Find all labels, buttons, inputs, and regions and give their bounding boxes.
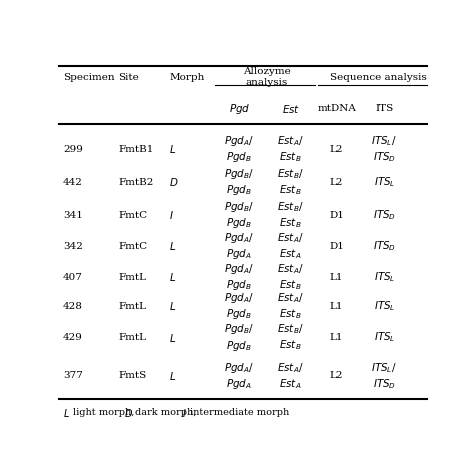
Text: $\mathit{ITS}_{L}$/: $\mathit{ITS}_{L}$/: [372, 134, 397, 148]
Text: FmtB2: FmtB2: [118, 178, 154, 187]
Text: $\mathit{I}$: $\mathit{I}$: [182, 407, 187, 419]
Text: 299: 299: [63, 145, 83, 154]
Text: L1: L1: [330, 302, 343, 311]
Text: $\mathit{Pgd}_{A}$: $\mathit{Pgd}_{A}$: [226, 247, 252, 261]
Text: Allozyme
analysis: Allozyme analysis: [243, 67, 291, 87]
Text: $\mathit{Est}_{A}$: $\mathit{Est}_{A}$: [280, 377, 302, 391]
Text: $\mathit{Pgd}_{A}$/: $\mathit{Pgd}_{A}$/: [224, 134, 255, 148]
Text: $\mathit{Est}_{B}$/: $\mathit{Est}_{B}$/: [277, 200, 304, 214]
Text: $\mathit{Est}_{B}$: $\mathit{Est}_{B}$: [279, 183, 302, 197]
Text: $\mathit{Pgd}_{B}$/: $\mathit{Pgd}_{B}$/: [224, 167, 255, 181]
Text: $\mathit{D}$: $\mathit{D}$: [124, 407, 133, 419]
Text: Site: Site: [118, 73, 139, 82]
Text: $\mathit{ITS}_{L}$: $\mathit{ITS}_{L}$: [374, 300, 395, 314]
Text: $\mathit{Est}_{B}$: $\mathit{Est}_{B}$: [279, 278, 302, 292]
Text: $\mathit{Pgd}_{B}$: $\mathit{Pgd}_{B}$: [226, 307, 252, 322]
Text: $\mathit{Est}_{A}$/: $\mathit{Est}_{A}$/: [277, 292, 304, 305]
Text: $\mathit{L}$: $\mathit{L}$: [169, 370, 177, 382]
Text: 341: 341: [63, 210, 83, 219]
Text: $\mathit{ITS}_{L}$: $\mathit{ITS}_{L}$: [374, 270, 395, 284]
Text: $\mathit{ITS}_{D}$: $\mathit{ITS}_{D}$: [373, 239, 396, 253]
Text: $\mathit{Pgd}_{B}$/: $\mathit{Pgd}_{B}$/: [224, 323, 255, 336]
Text: FmtC: FmtC: [118, 242, 147, 251]
Text: $\mathit{Pgd}_{B}$: $\mathit{Pgd}_{B}$: [226, 278, 252, 292]
Text: $\mathit{Est}$: $\mathit{Est}$: [282, 103, 300, 115]
Text: L2: L2: [330, 145, 343, 154]
Text: $\mathit{ITS}_{L}$: $\mathit{ITS}_{L}$: [374, 331, 395, 344]
Text: 428: 428: [63, 302, 83, 311]
Text: L2: L2: [330, 371, 343, 380]
Text: $\mathit{Pgd}$: $\mathit{Pgd}$: [228, 102, 250, 116]
Text: FmtL: FmtL: [118, 302, 146, 311]
Text: $\mathit{Est}_{B}$/: $\mathit{Est}_{B}$/: [277, 323, 304, 336]
Text: $\mathit{I}$: $\mathit{I}$: [169, 209, 174, 221]
Text: 407: 407: [63, 273, 83, 282]
Text: $\mathit{D}$: $\mathit{D}$: [169, 176, 179, 188]
Text: $\mathit{Pgd}_{A}$: $\mathit{Pgd}_{A}$: [226, 377, 252, 391]
Text: $\mathit{Est}_{A}$: $\mathit{Est}_{A}$: [280, 247, 302, 261]
Text: $\mathit{L}$: $\mathit{L}$: [169, 240, 177, 252]
Text: $\mathit{Pgd}_{B}$: $\mathit{Pgd}_{B}$: [226, 339, 252, 352]
Text: $\mathit{Pgd}_{B}$: $\mathit{Pgd}_{B}$: [226, 183, 252, 197]
Text: 342: 342: [63, 242, 83, 251]
Text: $\mathit{Pgd}_{B}$: $\mathit{Pgd}_{B}$: [226, 150, 252, 164]
Text: $\mathit{Est}_{B}$: $\mathit{Est}_{B}$: [279, 216, 302, 230]
Text: Sequence analysis: Sequence analysis: [329, 73, 426, 82]
Text: FmtB1: FmtB1: [118, 145, 154, 154]
Text: $\mathit{Est}_{A}$/: $\mathit{Est}_{A}$/: [277, 231, 304, 245]
Text: $\mathit{Pgd}_{A}$/: $\mathit{Pgd}_{A}$/: [224, 361, 255, 375]
Text: $\mathit{ITS}_{D}$: $\mathit{ITS}_{D}$: [373, 150, 396, 164]
Text: intermediate morph: intermediate morph: [190, 408, 289, 418]
Text: L2: L2: [330, 178, 343, 187]
Text: D1: D1: [329, 210, 344, 219]
Text: $\mathit{L}$: $\mathit{L}$: [169, 301, 177, 313]
Text: $\mathit{L}$: $\mathit{L}$: [169, 271, 177, 283]
Text: FmtS: FmtS: [118, 371, 146, 380]
Text: $\mathit{Pgd}_{A}$/: $\mathit{Pgd}_{A}$/: [224, 291, 255, 305]
Text: FmtL: FmtL: [118, 333, 146, 342]
Text: $\mathit{ITS}_{L}$: $\mathit{ITS}_{L}$: [374, 175, 395, 189]
Text: $\mathit{Pgd}_{A}$/: $\mathit{Pgd}_{A}$/: [224, 262, 255, 276]
Text: 442: 442: [63, 178, 83, 187]
Text: Morph: Morph: [169, 73, 205, 82]
Text: $\mathit{Est}_{A}$/: $\mathit{Est}_{A}$/: [277, 262, 304, 276]
Text: $\mathit{ITS}_{L}$/: $\mathit{ITS}_{L}$/: [372, 361, 397, 375]
Text: $\mathit{L}$: $\mathit{L}$: [169, 143, 177, 155]
Text: $\mathit{Est}_{A}$/: $\mathit{Est}_{A}$/: [277, 134, 304, 148]
Text: $\mathit{Est}_{A}$/: $\mathit{Est}_{A}$/: [277, 361, 304, 375]
Text: FmtC: FmtC: [118, 210, 147, 219]
Text: $\mathit{Est}_{B}$/: $\mathit{Est}_{B}$/: [277, 167, 304, 181]
Text: D1: D1: [329, 242, 344, 251]
Text: dark morph,: dark morph,: [135, 408, 199, 418]
Text: $\mathit{Pgd}_{B}$: $\mathit{Pgd}_{B}$: [226, 216, 252, 230]
Text: 429: 429: [63, 333, 83, 342]
Text: FmtL: FmtL: [118, 273, 146, 282]
Text: $\mathit{Est}_{B}$: $\mathit{Est}_{B}$: [279, 339, 302, 352]
Text: Specimen: Specimen: [63, 73, 115, 82]
Text: $\mathit{Pgd}_{B}$/: $\mathit{Pgd}_{B}$/: [224, 200, 255, 214]
Text: mtDNA: mtDNA: [317, 104, 356, 114]
Text: L1: L1: [330, 273, 343, 282]
Text: $\mathit{Est}_{B}$: $\mathit{Est}_{B}$: [279, 150, 302, 164]
Text: 377: 377: [63, 371, 83, 380]
Text: light morph,: light morph,: [73, 408, 138, 418]
Text: $\mathit{Pgd}_{A}$/: $\mathit{Pgd}_{A}$/: [224, 231, 255, 245]
Text: $\mathit{ITS}_{D}$: $\mathit{ITS}_{D}$: [373, 377, 396, 391]
Text: $\mathit{Est}_{B}$: $\mathit{Est}_{B}$: [279, 308, 302, 322]
Text: $\mathit{L}$: $\mathit{L}$: [169, 332, 177, 343]
Text: $\mathit{L}$: $\mathit{L}$: [63, 407, 70, 419]
Text: $\mathit{ITS}_{D}$: $\mathit{ITS}_{D}$: [373, 208, 396, 222]
Text: L1: L1: [330, 333, 343, 342]
Text: ITS: ITS: [375, 104, 393, 114]
